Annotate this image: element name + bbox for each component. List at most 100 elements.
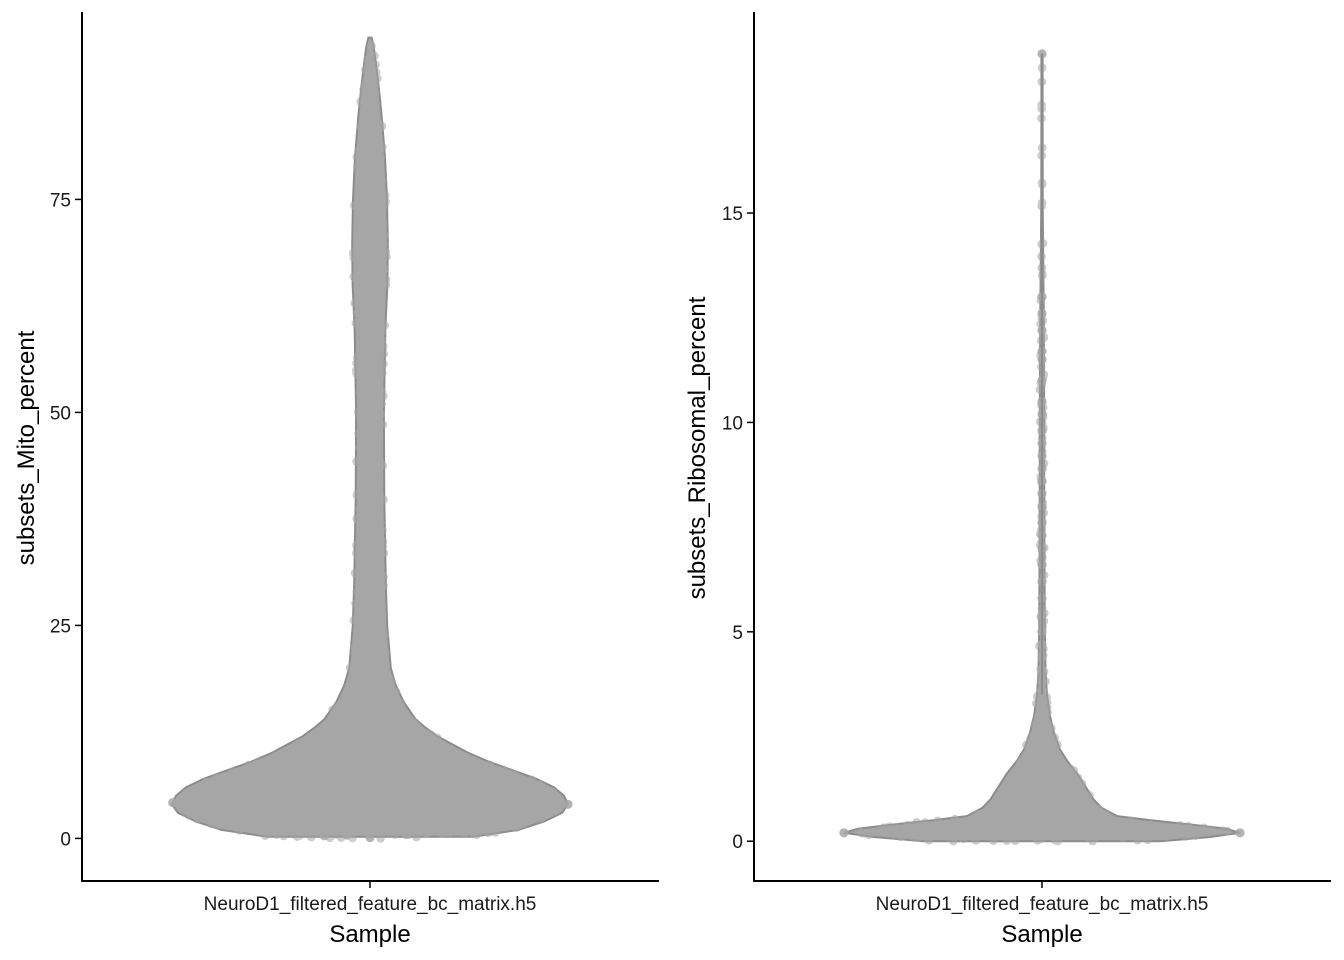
data-point (318, 757, 327, 766)
data-point (378, 615, 387, 624)
data-point (239, 774, 248, 784)
data-point (437, 821, 446, 830)
data-point (376, 325, 385, 334)
data-point (400, 757, 409, 767)
data-point (373, 237, 382, 246)
data-point (344, 682, 354, 691)
data-point (378, 203, 388, 212)
data-point (333, 751, 342, 760)
data-point (388, 803, 397, 812)
data-point (437, 829, 447, 838)
data-point (1143, 835, 1153, 844)
data-point (365, 832, 375, 843)
data-point (363, 362, 373, 371)
data-point (947, 829, 956, 839)
data-point (277, 791, 286, 801)
data-point (1034, 822, 1044, 831)
data-point (367, 779, 377, 788)
data-point (364, 62, 373, 71)
data-point (365, 719, 374, 728)
data-point (351, 319, 360, 328)
data-point (950, 815, 960, 824)
data-point (331, 823, 341, 832)
data-point (307, 779, 316, 789)
data-point (1012, 817, 1021, 827)
data-point (193, 815, 202, 824)
data-point (379, 548, 389, 558)
data-point (355, 388, 365, 397)
data-point (991, 821, 1000, 830)
data-point (212, 792, 221, 801)
data-point (1101, 816, 1111, 825)
data-point (903, 820, 913, 830)
data-point (371, 171, 380, 180)
data-point (473, 773, 482, 783)
jitter-points (856, 63, 1232, 846)
data-point (468, 795, 477, 804)
data-point (324, 793, 333, 802)
data-point (461, 758, 470, 768)
data-point (351, 366, 361, 375)
data-point (377, 368, 386, 378)
data-point (259, 808, 268, 817)
data-point (267, 756, 276, 765)
data-point (455, 795, 465, 804)
data-point (1175, 821, 1185, 830)
data-point (427, 804, 436, 813)
data-point (402, 829, 412, 839)
data-point (369, 556, 379, 566)
data-point (477, 814, 486, 823)
data-point (929, 829, 939, 838)
data-point (366, 385, 376, 394)
data-point (358, 659, 367, 668)
data-point (401, 765, 410, 774)
data-point (437, 800, 446, 809)
data-point (377, 737, 386, 746)
data-point (367, 549, 377, 559)
data-point (356, 809, 365, 819)
data-point (355, 505, 364, 514)
data-point (361, 376, 370, 385)
data-point (378, 787, 387, 796)
data-point (288, 746, 297, 756)
data-point (875, 826, 884, 835)
data-point (358, 564, 367, 573)
data-point (989, 836, 998, 845)
data-point (1068, 827, 1077, 836)
data-point (358, 653, 367, 662)
data-point (305, 739, 314, 749)
data-point (412, 792, 421, 802)
data-point (361, 230, 371, 239)
data-point (360, 110, 369, 119)
data-point (563, 799, 573, 809)
data-point (957, 833, 967, 842)
data-point (1046, 769, 1055, 778)
data-point (442, 767, 451, 776)
data-point (256, 772, 265, 781)
data-point (371, 60, 380, 69)
data-point (239, 801, 248, 810)
data-point (366, 140, 375, 150)
data-point (376, 813, 385, 823)
data-point (413, 746, 422, 756)
data-point (1026, 733, 1036, 743)
data-point (1186, 830, 1196, 839)
data-point (349, 250, 358, 259)
data-point (278, 814, 288, 824)
data-point (522, 807, 532, 816)
y-tick-label: 0 (732, 832, 743, 853)
data-point (1073, 773, 1083, 782)
data-point (388, 744, 398, 754)
data-point (299, 743, 308, 752)
data-point (1028, 764, 1038, 773)
data-point (1066, 764, 1075, 773)
data-point (1223, 826, 1232, 836)
data-point (1050, 800, 1060, 810)
data-point (1111, 827, 1120, 837)
data-point (368, 198, 377, 208)
data-point (200, 813, 209, 823)
data-point (457, 812, 466, 821)
data-point (356, 464, 366, 474)
data-point (331, 715, 341, 724)
